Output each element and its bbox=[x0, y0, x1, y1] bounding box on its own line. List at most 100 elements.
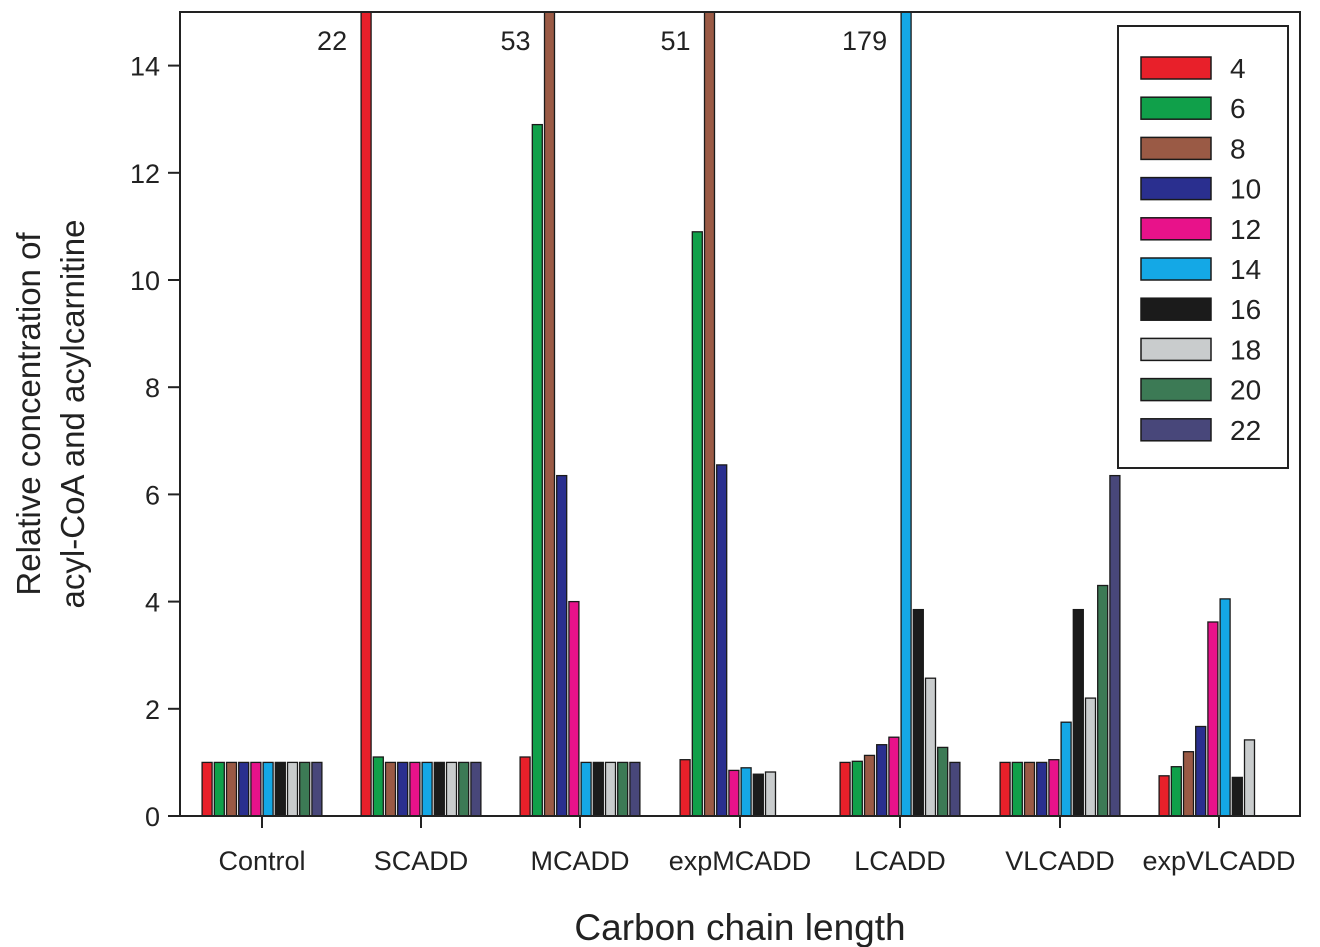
annotation-label: 51 bbox=[660, 26, 690, 56]
legend-label: 18 bbox=[1230, 334, 1261, 365]
y-tick-label: 12 bbox=[130, 159, 160, 189]
bar-SCADD-8 bbox=[384, 761, 397, 816]
x-tick-label: LCADD bbox=[854, 846, 946, 876]
legend-swatch-14 bbox=[1140, 257, 1212, 281]
plot-frame bbox=[179, 11, 1301, 817]
bar-SCADD-20 bbox=[458, 761, 470, 816]
bar-expVLCADD-12 bbox=[1207, 621, 1219, 816]
bar-SCADD-10 bbox=[397, 761, 409, 816]
bar-MCADD-6 bbox=[531, 123, 543, 816]
bar-VLCADD-14 bbox=[1060, 721, 1072, 816]
bar-Control-10 bbox=[238, 761, 250, 816]
bar-SCADD-18 bbox=[445, 761, 458, 816]
bar-MCADD-10 bbox=[556, 474, 568, 816]
bar-MCADD-4 bbox=[519, 756, 531, 816]
y-tick-label: 6 bbox=[145, 480, 160, 510]
legend-label: 16 bbox=[1230, 294, 1261, 325]
x-tick-label: VLCADD bbox=[1005, 846, 1115, 876]
legend-swatch-6 bbox=[1140, 96, 1212, 120]
bar-Control-6 bbox=[213, 761, 225, 816]
bar-Control-20 bbox=[299, 761, 311, 816]
legend-swatch-4 bbox=[1140, 56, 1212, 80]
bar-VLCADD-4 bbox=[999, 761, 1011, 816]
bar-LCADD-16 bbox=[912, 608, 924, 816]
bar-annotations: 22 53 51 179 bbox=[317, 26, 887, 56]
bar-expMCADD-18 bbox=[764, 771, 777, 816]
bar-SCADD-4 bbox=[360, 12, 372, 816]
bar-MCADD-22 bbox=[629, 761, 641, 816]
bar-LCADD-20 bbox=[937, 746, 949, 816]
bar-expVLCADD-10 bbox=[1195, 725, 1207, 816]
bar-Control-16 bbox=[274, 761, 286, 816]
bar-VLCADD-16 bbox=[1072, 608, 1084, 816]
bar-LCADD-6 bbox=[851, 760, 863, 816]
bar-expVLCADD-6 bbox=[1170, 766, 1182, 816]
legend-swatch-22 bbox=[1140, 418, 1212, 442]
x-axis-ticks: Control SCADD MCADD expMCADD LCADD VLCADD expV… bbox=[218, 816, 1296, 876]
legend-label: 4 bbox=[1230, 53, 1246, 84]
bar-SCADD-6 bbox=[372, 756, 384, 816]
x-tick-label: expMCADD bbox=[669, 846, 812, 876]
bar-expVLCADD-8 bbox=[1182, 751, 1195, 816]
bar-LCADD-18 bbox=[924, 677, 937, 816]
legend-swatch-18 bbox=[1140, 337, 1212, 362]
bar-LCADD-4 bbox=[839, 761, 851, 816]
legend-swatch-8 bbox=[1140, 136, 1212, 161]
annotation-label: 53 bbox=[500, 26, 530, 56]
bar-Control-12 bbox=[250, 761, 262, 816]
legend-label: 14 bbox=[1230, 254, 1261, 285]
bar-LCADD-14 bbox=[900, 12, 912, 816]
bar-expMCADD-10 bbox=[716, 464, 728, 816]
bar-MCADD-8 bbox=[543, 12, 556, 816]
bar-SCADD-12 bbox=[409, 761, 421, 816]
y-axis-ticks: 0 2 4 6 8 10 12 14 bbox=[130, 52, 180, 832]
bar-SCADD-22 bbox=[470, 761, 482, 816]
legend: 4 6 8 10 12 14 16 18 20 22 bbox=[1117, 25, 1289, 469]
y-tick-label: 14 bbox=[130, 52, 160, 82]
bar-MCADD-16 bbox=[592, 761, 604, 816]
x-tick-label: expVLCADD bbox=[1142, 846, 1295, 876]
legend-label: 22 bbox=[1230, 415, 1261, 446]
bar-MCADD-12 bbox=[568, 600, 580, 816]
legend-label: 20 bbox=[1230, 375, 1261, 406]
legend-label: 6 bbox=[1230, 93, 1246, 124]
bar-LCADD-22 bbox=[949, 761, 961, 816]
legend-label: 10 bbox=[1230, 174, 1261, 205]
legend-swatch-20 bbox=[1140, 377, 1212, 402]
x-tick-label: Control bbox=[218, 846, 305, 876]
bar-LCADD-12 bbox=[888, 736, 900, 816]
y-axis-title-line-2: acyl-CoA and acylcarnitine bbox=[54, 220, 91, 609]
bar-expMCADD-14 bbox=[740, 767, 752, 816]
x-tick-label: SCADD bbox=[374, 846, 469, 876]
bar-VLCADD-18 bbox=[1084, 697, 1097, 816]
bar-expMCADD-6 bbox=[691, 231, 703, 816]
bar-MCADD-14 bbox=[580, 761, 592, 816]
bar-Control-8 bbox=[225, 761, 238, 816]
bar-expMCADD-8 bbox=[703, 12, 716, 816]
bar-LCADD-10 bbox=[876, 744, 888, 816]
bar-expMCADD-4 bbox=[679, 759, 691, 816]
bar-VLCADD-8 bbox=[1023, 761, 1036, 816]
bar-expVLCADD-16 bbox=[1231, 776, 1243, 816]
bar-MCADD-18 bbox=[604, 761, 617, 816]
legend-swatch-10 bbox=[1140, 176, 1212, 201]
y-tick-label: 2 bbox=[145, 695, 160, 725]
bar-SCADD-16 bbox=[433, 761, 445, 816]
legend-box bbox=[1117, 25, 1289, 469]
bar-expVLCADD-4 bbox=[1158, 775, 1170, 816]
bar-Control-4 bbox=[201, 761, 213, 816]
bar-Control-14 bbox=[262, 761, 274, 816]
bar-VLCADD-20 bbox=[1097, 584, 1109, 816]
y-axis-title-line-1: Relative concentration of bbox=[10, 232, 47, 596]
y-tick-label: 4 bbox=[145, 588, 160, 618]
bar-VLCADD-22 bbox=[1109, 474, 1121, 816]
annotation-label: 22 bbox=[317, 26, 347, 56]
bar-expVLCADD-14 bbox=[1219, 598, 1231, 816]
y-tick-label: 8 bbox=[145, 373, 160, 403]
bars-group bbox=[201, 12, 1256, 816]
annotation-label: 179 bbox=[842, 26, 887, 56]
legend-swatch-16 bbox=[1140, 297, 1212, 321]
bar-expVLCADD-18 bbox=[1243, 739, 1256, 816]
legend-swatch-12 bbox=[1140, 217, 1212, 241]
